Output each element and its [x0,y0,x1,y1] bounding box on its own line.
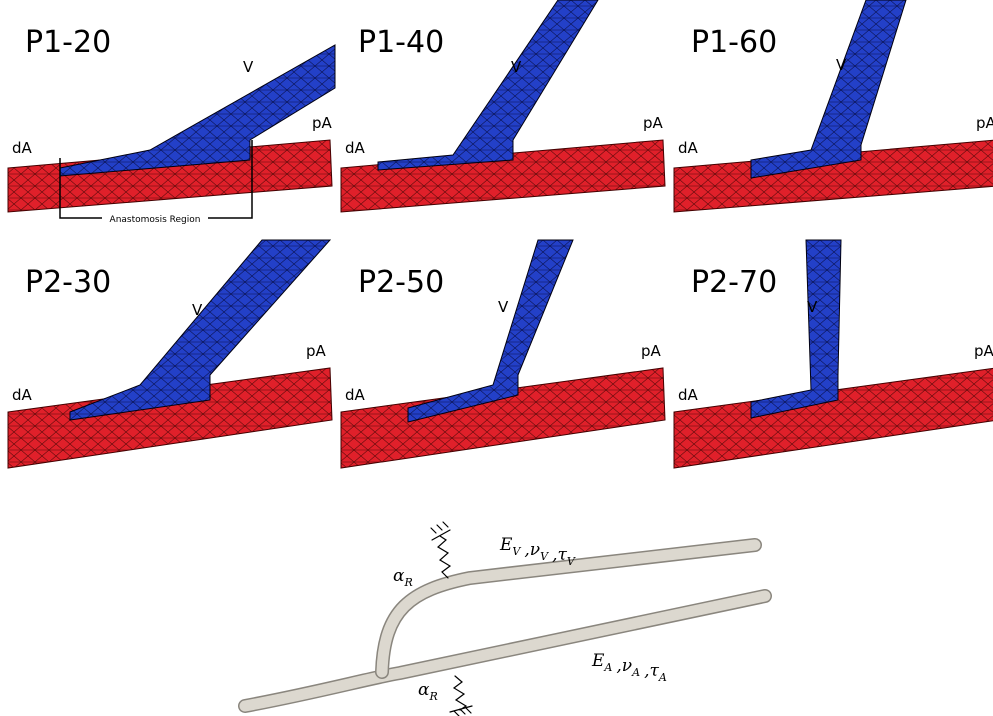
parameter-label: EV,νV,τV [499,535,576,568]
subscript: V [512,545,521,558]
panel-title: P2-50 [358,265,444,300]
symbol: E [591,651,605,671]
panel: P1-20 VdA pA Anastomosis Region [8,25,335,225]
subscript: A [603,661,612,674]
artery-tube [245,596,765,706]
panel-title: P2-70 [691,265,777,300]
panel-title: P1-40 [358,25,444,60]
panel: P2-30 VdA pA [8,240,332,468]
panel: P1-60 VdA pA [674,0,993,212]
symbol: E [499,535,513,555]
panel-title: P1-60 [691,25,777,60]
panel-title: P2-30 [25,265,111,300]
distal-artery-label: dA [678,139,699,157]
distal-artery-label: dA [345,139,366,157]
proximal-artery-label: pA [641,342,662,360]
panel: P1-40 VdA pA [341,0,665,212]
vein-spring [431,522,450,578]
spring-label: αR [418,680,438,703]
subscript: A [658,671,667,684]
vein-label: V [243,58,254,76]
annotation: Anastomosis Region [110,215,201,225]
symbol: α [393,566,405,586]
proximal-artery-label: pA [312,114,333,132]
parameter-label: EA,νA,τA [591,651,667,684]
proximal-artery-label: pA [974,342,993,360]
distal-artery-label: dA [345,386,366,404]
vein-label: V [192,301,203,319]
vein-label: V [836,56,847,74]
proximal-artery-label: pA [643,114,664,132]
vein-label: V [807,298,818,316]
vein-label: V [498,298,509,316]
symbol: ν [622,656,632,676]
subscript: V [540,550,549,563]
distal-artery-label: dA [12,139,33,157]
vein-label: V [511,58,522,76]
subscript: V [567,555,576,568]
artery-spring [450,676,472,716]
distal-artery-label: dA [678,386,699,404]
subscript: A [631,666,640,679]
spring-label: αR [393,566,413,589]
symbol: ν [530,540,540,560]
subscript: R [428,690,437,703]
proximal-artery-label: pA [976,114,993,132]
subscript: R [403,576,412,589]
symbol: α [418,680,430,700]
panel: P2-50 VdA pA [341,240,665,468]
distal-artery-label: dA [12,386,33,404]
panel-title: P1-20 [25,25,111,60]
panel: P2-70 VdA pA [674,240,993,468]
proximal-artery-label: pA [306,342,327,360]
figure: P1-20VdApAAnastomosis RegionP1-40VdApAP1… [0,0,993,716]
